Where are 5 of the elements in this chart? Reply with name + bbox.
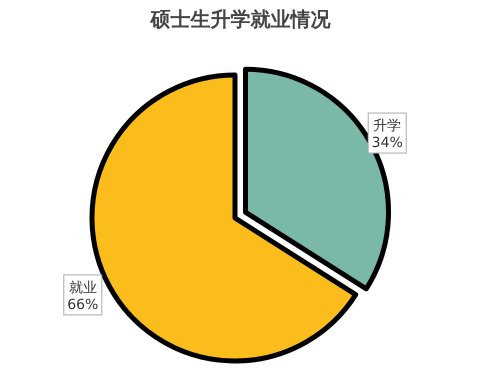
data-label: 34%: [372, 135, 403, 152]
slice-label: 就业: [68, 280, 97, 296]
slice-label: 升学: [373, 118, 402, 134]
chart-title: 硕士生升学就业情况: [150, 7, 332, 31]
data-label: 66%: [67, 296, 98, 313]
